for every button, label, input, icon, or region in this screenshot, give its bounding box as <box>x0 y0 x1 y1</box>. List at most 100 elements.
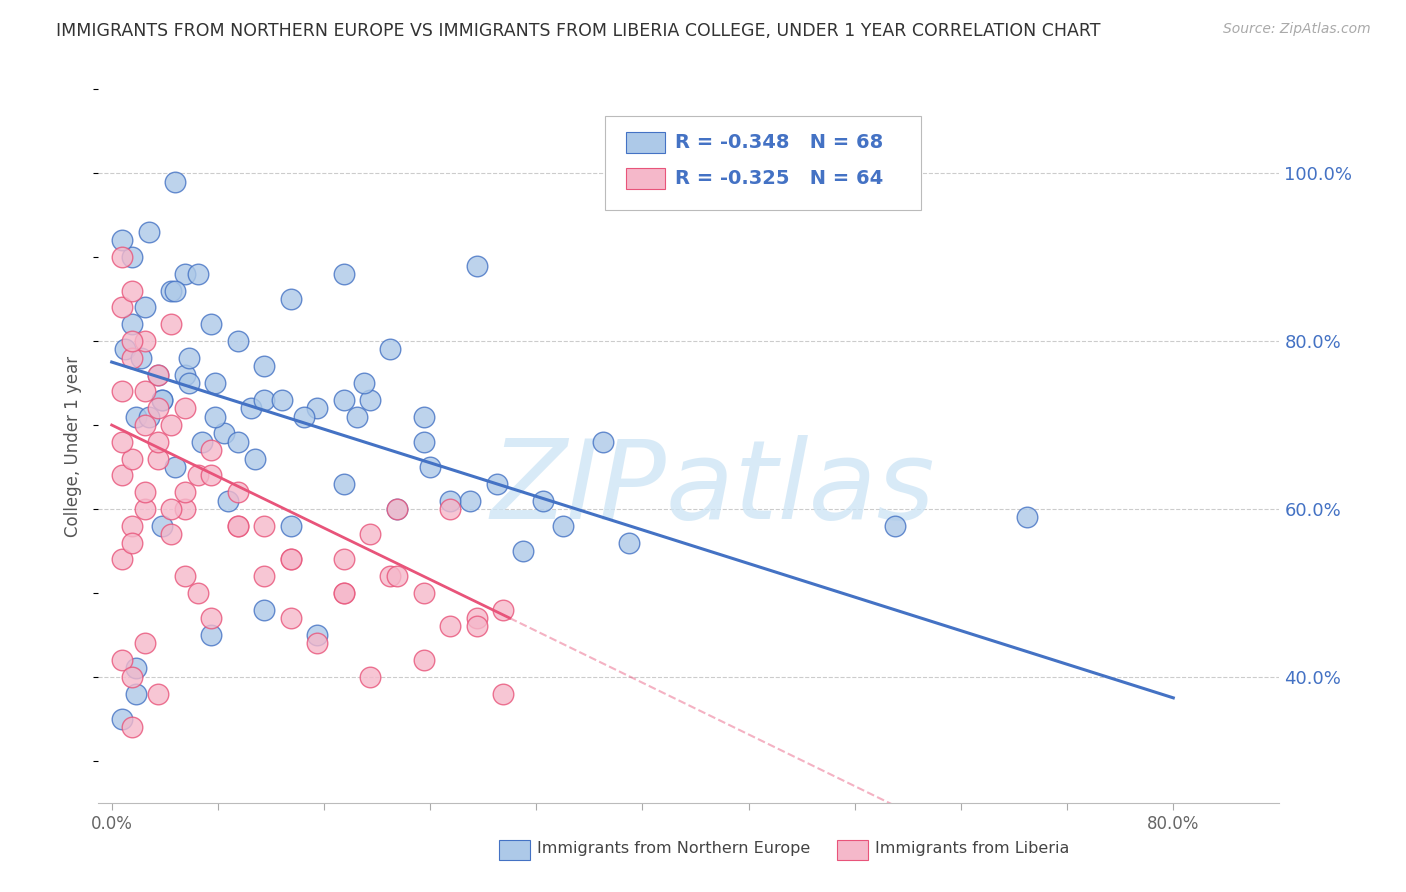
Point <box>111 250 134 264</box>
Point <box>173 569 195 583</box>
Text: Immigrants from Northern Europe: Immigrants from Northern Europe <box>537 841 810 855</box>
Point <box>129 351 152 365</box>
Point <box>214 426 236 441</box>
Point <box>204 376 226 390</box>
Point <box>253 518 276 533</box>
Point <box>280 552 302 566</box>
Point <box>134 417 156 432</box>
Point <box>485 476 508 491</box>
Point <box>173 368 195 382</box>
Point <box>492 603 515 617</box>
Point <box>173 485 195 500</box>
Point <box>280 292 302 306</box>
Point <box>200 468 222 483</box>
Point <box>121 720 143 734</box>
Point <box>307 628 329 642</box>
Text: R = -0.325   N = 64: R = -0.325 N = 64 <box>675 169 883 188</box>
Point <box>160 318 183 332</box>
Point <box>121 250 143 264</box>
Point <box>146 401 169 416</box>
Point <box>160 527 183 541</box>
Point <box>146 368 169 382</box>
Point <box>138 409 160 424</box>
Point <box>226 485 249 500</box>
Point <box>592 434 614 449</box>
Point <box>380 343 402 357</box>
Point <box>111 301 134 315</box>
Point <box>121 284 143 298</box>
Point <box>512 544 534 558</box>
Point <box>253 359 276 374</box>
Point <box>187 468 209 483</box>
Point <box>226 334 249 348</box>
Point <box>165 175 187 189</box>
Point <box>138 225 160 239</box>
Point <box>226 434 249 449</box>
Point <box>385 502 408 516</box>
Point <box>307 636 329 650</box>
Point <box>243 451 266 466</box>
Point <box>187 267 209 281</box>
Text: IMMIGRANTS FROM NORTHERN EUROPE VS IMMIGRANTS FROM LIBERIA COLLEGE, UNDER 1 YEAR: IMMIGRANTS FROM NORTHERN EUROPE VS IMMIG… <box>56 22 1101 40</box>
Point <box>492 687 515 701</box>
Point <box>165 284 187 298</box>
Point <box>146 687 169 701</box>
Point <box>200 611 222 625</box>
Point <box>333 586 356 600</box>
Point <box>150 518 173 533</box>
Point <box>280 611 302 625</box>
Point <box>134 334 156 348</box>
Point <box>292 409 315 424</box>
Point <box>121 518 143 533</box>
Point <box>187 586 209 600</box>
Point <box>121 351 143 365</box>
Point <box>412 409 434 424</box>
Point <box>160 284 183 298</box>
Point <box>333 476 356 491</box>
Point <box>307 401 329 416</box>
Point <box>280 552 302 566</box>
Point <box>280 518 302 533</box>
Point <box>191 434 214 449</box>
Point <box>200 443 222 458</box>
Point <box>392 830 415 844</box>
Point <box>204 409 226 424</box>
Point <box>134 636 156 650</box>
Point <box>111 468 134 483</box>
Point <box>412 586 434 600</box>
Point <box>111 384 134 399</box>
Point <box>619 535 641 549</box>
Point <box>419 460 441 475</box>
Point <box>114 343 136 357</box>
Point <box>124 409 146 424</box>
Point <box>200 628 222 642</box>
Point <box>134 502 156 516</box>
Point <box>121 670 143 684</box>
Point <box>134 384 156 399</box>
Point <box>124 661 146 675</box>
Point <box>150 392 173 407</box>
Point <box>173 267 195 281</box>
Point <box>124 687 146 701</box>
Point <box>253 392 276 407</box>
Point <box>385 502 408 516</box>
Point <box>111 552 134 566</box>
Point <box>150 392 173 407</box>
Point <box>217 493 239 508</box>
Point <box>165 460 187 475</box>
Point <box>385 569 408 583</box>
Point <box>200 318 222 332</box>
Point <box>333 552 356 566</box>
Point <box>465 259 488 273</box>
Point <box>160 417 183 432</box>
Point <box>146 368 169 382</box>
Point <box>270 392 292 407</box>
Point <box>240 401 263 416</box>
Point <box>439 619 461 633</box>
Text: Source: ZipAtlas.com: Source: ZipAtlas.com <box>1223 22 1371 37</box>
Point <box>333 267 356 281</box>
Text: R = -0.348   N = 68: R = -0.348 N = 68 <box>675 133 883 153</box>
Point <box>177 351 200 365</box>
Point <box>173 401 195 416</box>
Point <box>146 451 169 466</box>
